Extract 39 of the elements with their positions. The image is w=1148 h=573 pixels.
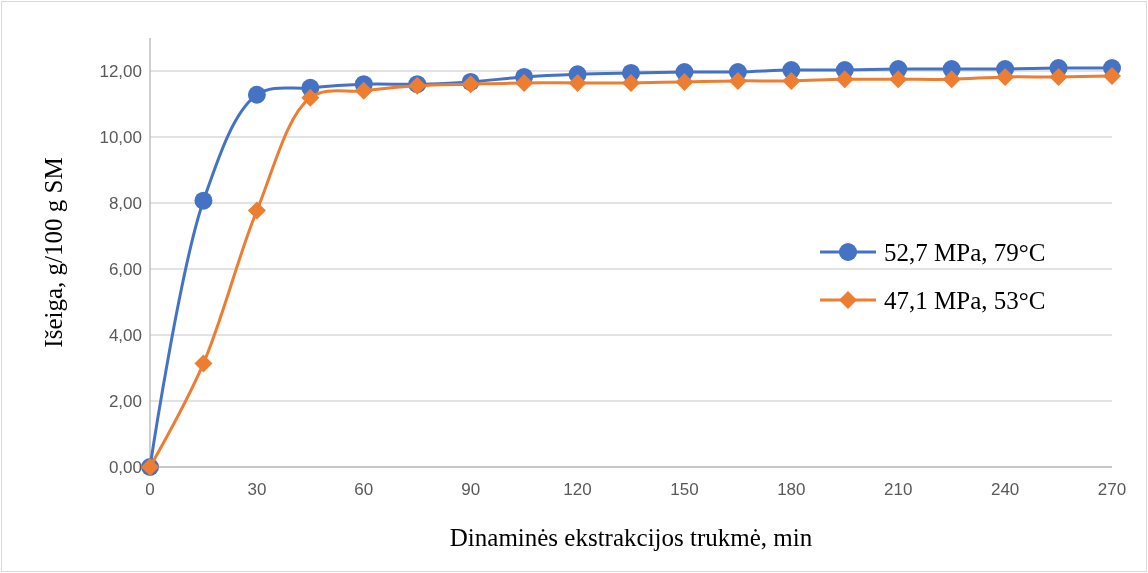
y-tick-label: 10,00 [99, 127, 142, 147]
legend-label: 47,1 MPa, 53°C [884, 286, 1046, 314]
point [782, 71, 801, 90]
point [194, 354, 213, 373]
point [354, 81, 373, 100]
x-tick-label: 240 [990, 480, 1020, 499]
point [1049, 67, 1068, 86]
point [568, 73, 587, 92]
x-tick-label: 60 [354, 480, 374, 499]
x-tick-label: 270 [1097, 480, 1127, 499]
point [622, 73, 640, 92]
point [728, 71, 747, 90]
x-axis-title: Dinaminės ekstrakcijos trukmė, min [449, 524, 813, 551]
point [247, 85, 266, 104]
x-tick-label: 30 [247, 480, 267, 499]
point [247, 201, 266, 220]
point [942, 70, 961, 89]
y-tick-label: 4,00 [108, 325, 142, 345]
y-tick-label: 0,00 [108, 457, 142, 477]
point [996, 67, 1015, 86]
point [194, 191, 213, 210]
y-tick-label: 8,00 [108, 193, 142, 213]
x-tick-label: 0 [145, 480, 155, 499]
point [515, 73, 534, 92]
x-tick-label: 120 [563, 480, 592, 499]
y-tick-label: 12,00 [99, 61, 142, 81]
x-tick-label: 90 [461, 480, 481, 499]
point [835, 70, 854, 89]
x-tick-label: 150 [670, 480, 699, 499]
x-tick-label: 210 [884, 480, 913, 499]
y-tick-label: 6,00 [108, 259, 142, 279]
point [675, 72, 694, 91]
point [301, 88, 320, 107]
point [1103, 66, 1121, 85]
legend-label: 52,7 MPa, 79°C [884, 238, 1046, 266]
point [889, 70, 908, 89]
x-tick-label: 180 [777, 480, 806, 499]
y-axis-title: Išeiga, g/100 g SM [40, 157, 67, 348]
y-tick-label: 2,00 [108, 391, 142, 411]
